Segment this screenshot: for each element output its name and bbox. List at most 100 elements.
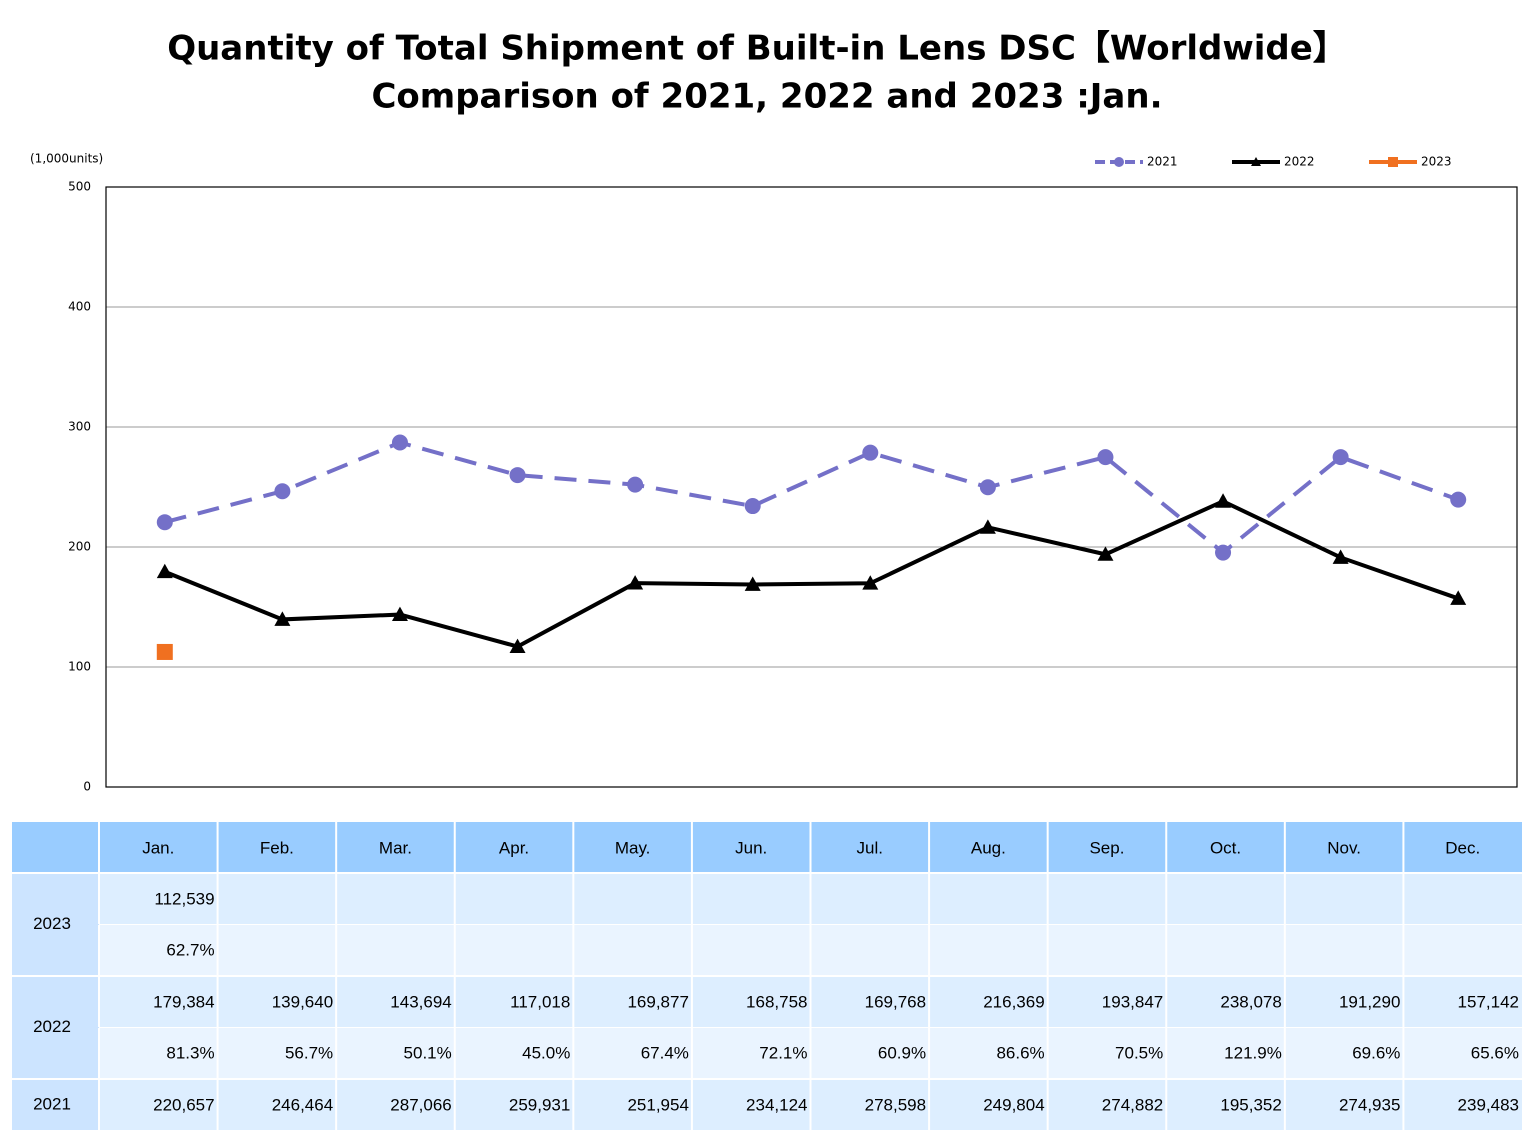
y-tick-label: 0 (83, 780, 91, 794)
x-tick-label: Mar. (379, 838, 412, 857)
y-axis-label: (1,000units) (30, 152, 103, 166)
marker (979, 479, 996, 496)
marker (627, 575, 644, 590)
marker (1332, 549, 1349, 564)
table-cell: 169,877 (627, 992, 688, 1011)
x-tick-label: Sep. (1089, 838, 1124, 857)
x-tick-label: Aug. (971, 838, 1006, 857)
table-cell: 238,078 (1220, 992, 1281, 1011)
table-cell: 259,931 (509, 1095, 570, 1114)
table-cell: 121.9% (1224, 1043, 1282, 1062)
table-cell: 86.6% (996, 1043, 1044, 1062)
y-tick-label: 400 (68, 300, 91, 314)
table-cell: 195,352 (1220, 1095, 1281, 1114)
table-cell: 193,847 (1102, 992, 1163, 1011)
marker (156, 563, 173, 579)
table-cell: 169,768 (865, 992, 926, 1011)
marker (391, 434, 408, 451)
table-cell: 191,290 (1339, 992, 1400, 1011)
marker (274, 611, 291, 626)
x-tick-label: Jun. (735, 838, 767, 857)
marker (744, 576, 761, 591)
marker (274, 483, 291, 500)
x-tick-label: Jul. (857, 838, 883, 857)
y-tick-label: 300 (68, 420, 91, 434)
marker (1215, 493, 1232, 508)
x-tick-label: Dec. (1445, 838, 1480, 857)
table-cell: 157,142 (1458, 992, 1519, 1011)
table-cell: 117,018 (510, 992, 570, 1011)
legend-marker (1251, 157, 1261, 166)
marker (744, 498, 761, 515)
plot-border (105, 186, 1518, 788)
marker (979, 519, 996, 534)
row-label: 2021 (33, 1094, 71, 1113)
series-line (164, 440, 1459, 556)
y-tick-label: 100 (68, 660, 91, 674)
marker (862, 575, 879, 590)
table-cell: 220,657 (153, 1095, 214, 1114)
table-cell: 139,640 (272, 992, 333, 1011)
legend-label: 2023 (1421, 155, 1452, 169)
table-cell: 65.6% (1471, 1043, 1519, 1062)
x-tick-label: Oct. (1210, 838, 1241, 857)
marker (627, 476, 644, 493)
marker (1332, 449, 1349, 466)
chart-title: Quantity of Total Shipment of Built-in L… (167, 29, 1347, 69)
table-cell: 246,464 (272, 1095, 333, 1114)
chart-title: Comparison of 2021, 2022 and 2023 :Jan. (371, 77, 1162, 117)
table-cell: 60.9% (878, 1043, 926, 1062)
x-tick-label: Apr. (499, 838, 529, 857)
marker (509, 638, 526, 653)
table-cell: 234,124 (746, 1095, 807, 1114)
marker (156, 643, 173, 660)
table-cell: 287,066 (390, 1095, 451, 1114)
x-tick-label: Nov. (1327, 838, 1361, 857)
table-cell: 251,954 (627, 1095, 688, 1114)
y-tick-label: 500 (68, 180, 91, 194)
table-cell: 143,694 (390, 992, 451, 1011)
marker (1097, 546, 1114, 561)
marker (391, 606, 408, 621)
table-cell: 274,935 (1339, 1095, 1400, 1114)
table-cell: 45.0% (522, 1043, 570, 1062)
row-label-bg (12, 874, 99, 975)
table-cell: 278,598 (865, 1095, 926, 1114)
marker (1450, 590, 1467, 605)
table-cell: 72.1% (759, 1043, 807, 1062)
legend-label: 2022 (1284, 155, 1315, 169)
table-header-bg (12, 822, 1522, 872)
table-cell: 239,483 (1458, 1095, 1519, 1114)
legend-label: 2021 (1147, 155, 1178, 169)
x-tick-label: Jan. (142, 838, 174, 857)
table-cell: 70.5% (1115, 1043, 1163, 1062)
table-cell: 56.7% (285, 1043, 333, 1062)
table-cell: 67.4% (641, 1043, 689, 1062)
table-cell: 50.1% (404, 1043, 452, 1062)
table-cell: 168,758 (746, 992, 807, 1011)
x-tick-label: Feb. (260, 838, 294, 857)
table-cell: 81.3% (166, 1043, 214, 1062)
table-cell: 112,539 (154, 889, 214, 908)
marker (156, 514, 173, 531)
table-cell: 249,804 (983, 1095, 1044, 1114)
table-cell: 179,384 (153, 992, 214, 1011)
row-label: 2022 (33, 1017, 71, 1036)
row-label-bg (12, 977, 99, 1078)
table-cell: 216,369 (983, 992, 1044, 1011)
table-cell: 62.7% (166, 940, 214, 959)
x-tick-label: May. (615, 838, 651, 857)
y-tick-label: 200 (68, 540, 91, 554)
series-line (164, 499, 1459, 649)
marker (509, 467, 526, 484)
legend-marker (1114, 157, 1124, 167)
marker (1215, 544, 1232, 561)
row-label: 2023 (33, 914, 71, 933)
row-label-bg (12, 1080, 99, 1130)
legend-marker (1388, 157, 1398, 167)
marker (862, 444, 879, 461)
marker (1450, 491, 1467, 508)
table-cell: 274,882 (1102, 1095, 1163, 1114)
marker (1097, 449, 1114, 466)
